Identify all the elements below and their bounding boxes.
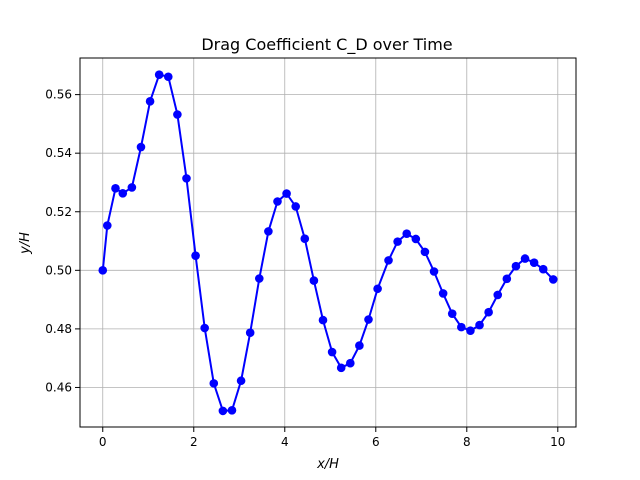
data-point <box>309 276 319 285</box>
data-point <box>411 234 421 244</box>
x-axis-label: x/H <box>316 457 339 472</box>
data-point <box>466 326 475 335</box>
data-point <box>127 183 137 192</box>
data-point <box>236 376 246 386</box>
x-tick-label: 6 <box>372 435 380 449</box>
data-point <box>200 323 209 333</box>
data-point <box>254 274 264 283</box>
series-line <box>101 73 554 412</box>
x-tick-label: 10 <box>550 435 565 449</box>
y-axis-label: y/H <box>18 232 33 255</box>
y-tick-label: 0.56 <box>45 88 72 102</box>
y-tick-label: 0.50 <box>45 263 72 277</box>
data-point <box>103 221 112 230</box>
data-point <box>484 307 493 317</box>
data-point <box>475 320 484 330</box>
y-tick-label: 0.46 <box>45 380 72 394</box>
plot-frame <box>79 57 577 428</box>
data-point <box>264 227 273 236</box>
data-point <box>227 406 237 415</box>
data-point <box>447 309 457 318</box>
data-point <box>511 261 521 271</box>
data-point <box>538 264 548 274</box>
x-tick-label: 4 <box>281 435 289 449</box>
data-point <box>520 254 530 263</box>
data-point <box>291 202 300 211</box>
data-point <box>145 97 155 106</box>
data-point <box>457 322 466 332</box>
data-point <box>364 315 373 324</box>
chart-title: Drag Coefficient C_D over Time <box>201 35 452 55</box>
data-point <box>502 274 512 284</box>
data-point <box>327 347 337 357</box>
data-point <box>209 379 219 388</box>
data-point <box>529 258 539 268</box>
data-point <box>336 363 346 373</box>
data-point <box>420 247 430 257</box>
data-point <box>273 197 282 206</box>
data-point <box>493 290 503 300</box>
data-point <box>118 189 128 198</box>
x-tick-label: 8 <box>463 435 471 449</box>
data-points <box>98 70 558 416</box>
data-point <box>548 275 558 284</box>
data-point <box>384 256 393 265</box>
data-point <box>245 328 255 338</box>
y-axis-ticks: 0.46 0.48 0.50 0.52 0.54 0.56 <box>45 88 80 394</box>
data-point <box>136 142 146 152</box>
data-point <box>318 315 328 325</box>
y-tick-label: 0.52 <box>45 205 72 219</box>
grid-lines <box>80 58 576 427</box>
y-tick-label: 0.48 <box>45 322 72 336</box>
data-point <box>438 289 448 298</box>
data-point <box>355 341 364 350</box>
data-point <box>111 184 120 193</box>
data-point <box>191 251 200 260</box>
data-point <box>373 284 382 294</box>
data-point <box>429 267 439 276</box>
data-point <box>300 234 310 243</box>
data-point <box>282 189 291 198</box>
x-tick-label: 0 <box>99 435 107 449</box>
data-point <box>393 237 402 246</box>
x-tick-label: 2 <box>190 435 198 449</box>
data-point <box>345 358 355 368</box>
y-tick-label: 0.54 <box>45 146 72 160</box>
data-point <box>154 70 164 79</box>
data-point <box>163 72 173 82</box>
x-axis-ticks: 0 2 4 6 8 10 <box>99 427 565 449</box>
data-point <box>98 266 108 275</box>
data-point <box>182 174 191 183</box>
data-point <box>402 229 412 239</box>
data-point <box>218 406 228 416</box>
data-point <box>173 110 182 119</box>
